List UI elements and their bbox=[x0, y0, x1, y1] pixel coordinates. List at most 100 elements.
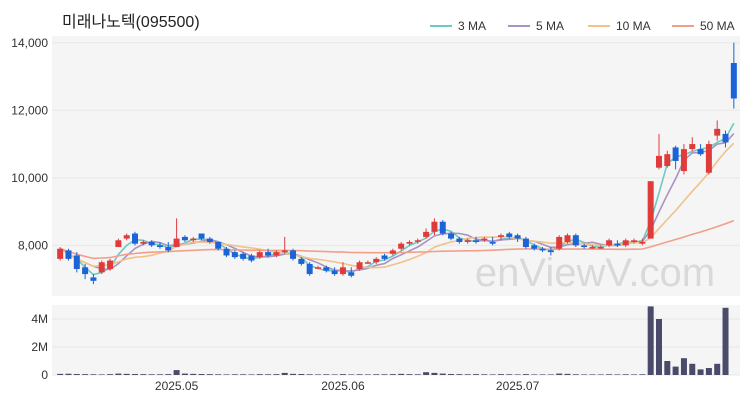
candle-body bbox=[722, 133, 729, 143]
volume-bar bbox=[614, 374, 621, 375]
ma-line-50 bbox=[59, 219, 735, 260]
volume-bar bbox=[547, 374, 554, 375]
volume-bar bbox=[173, 370, 180, 375]
candle-body bbox=[556, 236, 563, 249]
volume-bar bbox=[606, 374, 613, 375]
candle-body bbox=[581, 245, 588, 248]
candle-body bbox=[414, 240, 421, 242]
candle-body bbox=[281, 250, 288, 253]
volume-bar bbox=[473, 374, 480, 375]
candle-body bbox=[431, 221, 438, 232]
moving-average-lines bbox=[59, 122, 735, 276]
volume-bar bbox=[506, 374, 513, 375]
volume-bar bbox=[497, 374, 504, 375]
volume-bar bbox=[381, 374, 388, 375]
volume-bar bbox=[73, 374, 80, 375]
volume-bar bbox=[406, 374, 413, 375]
volume-bar bbox=[655, 319, 662, 375]
volume-bar bbox=[148, 374, 155, 375]
ma-line-10 bbox=[59, 142, 735, 269]
candle-body bbox=[423, 231, 430, 237]
candle-body bbox=[730, 63, 737, 99]
volume-bar bbox=[65, 373, 72, 375]
volume-bar bbox=[597, 374, 604, 375]
candle-body bbox=[356, 262, 363, 269]
volume-bar bbox=[439, 373, 446, 375]
candle-body bbox=[489, 241, 496, 244]
volume-tick-label: 0 bbox=[41, 368, 48, 382]
candle-body bbox=[123, 235, 130, 239]
candle-body bbox=[314, 267, 321, 269]
volume-bar bbox=[107, 374, 114, 375]
volume-bar bbox=[339, 374, 346, 375]
candle-body bbox=[165, 247, 172, 251]
candle-body bbox=[439, 221, 446, 234]
volume-bar bbox=[198, 374, 205, 375]
price-tick-label: 14,000 bbox=[11, 36, 48, 50]
volume-bar bbox=[165, 374, 172, 375]
candle-body bbox=[306, 263, 313, 275]
candlesticks bbox=[57, 42, 737, 285]
volume-bar bbox=[639, 374, 646, 375]
candle-body bbox=[57, 248, 64, 259]
candle-body bbox=[572, 235, 579, 246]
volume-bar bbox=[215, 374, 222, 375]
legend-label: 50 MA bbox=[700, 19, 735, 33]
volume-axis: 0 2M 4M bbox=[31, 312, 48, 382]
volume-bar bbox=[298, 374, 305, 375]
candle-body bbox=[90, 277, 97, 281]
candle-body bbox=[531, 245, 538, 249]
volume-bar bbox=[489, 374, 496, 375]
volume-bar bbox=[132, 374, 139, 375]
candle-body bbox=[597, 247, 604, 249]
volume-bar bbox=[531, 374, 538, 375]
candle-body bbox=[464, 240, 471, 242]
candle-body bbox=[473, 240, 480, 242]
volume-bar bbox=[140, 374, 147, 375]
date-tick-label: 2025.06 bbox=[321, 379, 365, 393]
volume-bar bbox=[389, 374, 396, 375]
candle-body bbox=[497, 235, 504, 237]
volume-bar bbox=[364, 374, 371, 375]
candle-body bbox=[223, 248, 230, 256]
date-tick-label: 2025.05 bbox=[155, 379, 199, 393]
candle-body bbox=[190, 238, 197, 241]
volume-bar bbox=[539, 374, 546, 375]
candle-body bbox=[614, 243, 621, 246]
volume-bar bbox=[664, 361, 671, 375]
volume-bar bbox=[290, 373, 297, 375]
volume-bar bbox=[273, 374, 280, 375]
candle-body bbox=[298, 258, 305, 264]
candle-body bbox=[448, 233, 455, 239]
volume-bar bbox=[240, 374, 247, 375]
candle-body bbox=[181, 236, 188, 241]
candle-body bbox=[481, 238, 488, 241]
candle-body bbox=[381, 255, 388, 259]
volume-bar bbox=[181, 373, 188, 375]
volume-bar bbox=[98, 374, 105, 375]
candle-body bbox=[215, 241, 222, 249]
date-axis: 2025.05 2025.06 2025.07 bbox=[155, 379, 540, 393]
volume-bar bbox=[115, 373, 122, 375]
volume-bar bbox=[522, 374, 529, 375]
candle-body bbox=[115, 240, 122, 248]
date-tick-label: 2025.07 bbox=[496, 379, 540, 393]
candle-body bbox=[339, 267, 346, 275]
volume-bar bbox=[423, 372, 430, 375]
volume-bar bbox=[481, 374, 488, 375]
candle-body bbox=[522, 238, 529, 248]
candle-body bbox=[655, 155, 662, 168]
legend-label: 10 MA bbox=[616, 19, 651, 33]
volume-bar bbox=[281, 372, 288, 375]
candle-body bbox=[639, 241, 646, 244]
price-tick-label: 10,000 bbox=[11, 171, 48, 185]
candle-body bbox=[256, 252, 263, 258]
volume-bar bbox=[256, 374, 263, 375]
candle-body bbox=[631, 240, 638, 242]
candle-body bbox=[348, 272, 355, 276]
candle-body bbox=[265, 252, 272, 256]
candle-body bbox=[156, 245, 163, 248]
volume-bar bbox=[464, 374, 471, 375]
candle-body bbox=[398, 243, 405, 249]
candle-body bbox=[98, 262, 105, 273]
